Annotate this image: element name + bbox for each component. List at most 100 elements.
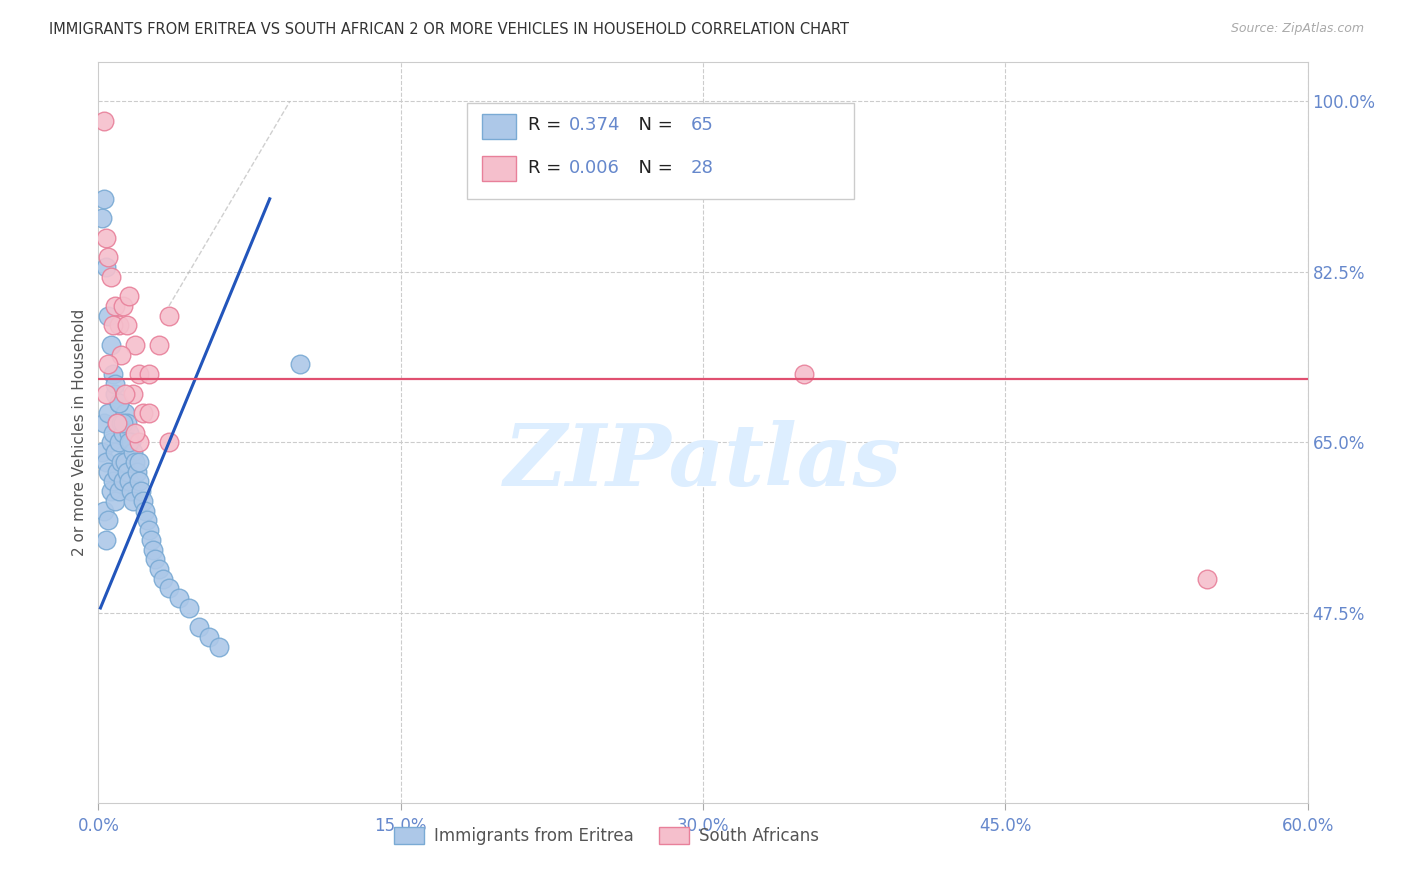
Point bbox=[129, 484, 152, 499]
Point bbox=[93, 192, 115, 206]
Point bbox=[188, 620, 211, 634]
Point bbox=[100, 269, 122, 284]
Point bbox=[152, 572, 174, 586]
Point bbox=[124, 425, 146, 440]
Point bbox=[167, 591, 190, 606]
Text: IMMIGRANTS FROM ERITREA VS SOUTH AFRICAN 2 OR MORE VEHICLES IN HOUSEHOLD CORRELA: IMMIGRANTS FROM ERITREA VS SOUTH AFRICAN… bbox=[49, 22, 849, 37]
Point bbox=[139, 533, 162, 547]
Point bbox=[114, 386, 136, 401]
Point bbox=[118, 289, 141, 303]
Point bbox=[96, 386, 118, 401]
Point bbox=[148, 562, 170, 576]
Point bbox=[179, 601, 201, 615]
Point bbox=[96, 455, 118, 469]
Point bbox=[124, 338, 146, 352]
Point bbox=[96, 260, 118, 274]
Point bbox=[107, 396, 129, 410]
Point bbox=[118, 425, 141, 440]
Point bbox=[157, 435, 180, 450]
Point bbox=[103, 445, 125, 459]
Point bbox=[128, 367, 150, 381]
Point bbox=[105, 465, 128, 479]
Point bbox=[114, 455, 136, 469]
Point bbox=[1195, 572, 1218, 586]
Point bbox=[103, 299, 125, 313]
Text: 0.374: 0.374 bbox=[569, 116, 620, 135]
Point bbox=[93, 416, 115, 430]
Point bbox=[97, 250, 120, 264]
Point bbox=[97, 465, 120, 479]
Point bbox=[93, 114, 115, 128]
Point bbox=[97, 406, 120, 420]
Point bbox=[96, 533, 118, 547]
Point bbox=[103, 386, 125, 401]
FancyBboxPatch shape bbox=[467, 103, 855, 200]
Text: 0.006: 0.006 bbox=[569, 160, 620, 178]
Point bbox=[100, 435, 122, 450]
Point bbox=[107, 484, 129, 499]
Point bbox=[128, 435, 150, 450]
Point bbox=[111, 299, 134, 313]
Point bbox=[138, 367, 160, 381]
Point bbox=[157, 582, 180, 596]
Point bbox=[132, 493, 155, 508]
Point bbox=[107, 435, 129, 450]
Text: R =: R = bbox=[527, 116, 567, 135]
Point bbox=[101, 318, 124, 333]
Point bbox=[128, 475, 150, 489]
Point bbox=[121, 493, 143, 508]
Point bbox=[105, 416, 128, 430]
Legend: Immigrants from Eritrea, South Africans: Immigrants from Eritrea, South Africans bbox=[385, 819, 827, 854]
Point bbox=[97, 513, 120, 527]
Text: 65: 65 bbox=[690, 116, 714, 135]
Point bbox=[110, 455, 132, 469]
Point bbox=[96, 231, 118, 245]
Point bbox=[101, 367, 124, 381]
Point bbox=[107, 396, 129, 410]
Point bbox=[120, 435, 142, 450]
Point bbox=[120, 484, 142, 499]
Point bbox=[101, 425, 124, 440]
Point bbox=[208, 640, 231, 654]
Point bbox=[121, 445, 143, 459]
Text: R =: R = bbox=[527, 160, 567, 178]
Point bbox=[111, 425, 134, 440]
Point bbox=[111, 475, 134, 489]
Point bbox=[115, 416, 138, 430]
Point bbox=[110, 348, 132, 362]
Point bbox=[138, 406, 160, 420]
Text: ZIPatlas: ZIPatlas bbox=[503, 420, 903, 504]
Point bbox=[103, 493, 125, 508]
Point bbox=[288, 358, 311, 372]
Point bbox=[125, 465, 148, 479]
Point bbox=[91, 445, 114, 459]
Point bbox=[93, 503, 115, 517]
Point bbox=[118, 435, 141, 450]
Point bbox=[138, 523, 160, 537]
Point bbox=[100, 484, 122, 499]
Text: N =: N = bbox=[627, 116, 678, 135]
Point bbox=[793, 367, 815, 381]
Point bbox=[111, 416, 134, 430]
Text: Source: ZipAtlas.com: Source: ZipAtlas.com bbox=[1230, 22, 1364, 36]
Point bbox=[115, 318, 138, 333]
Point bbox=[198, 630, 221, 644]
Point bbox=[134, 503, 156, 517]
Point bbox=[128, 455, 150, 469]
Point bbox=[118, 475, 141, 489]
Point bbox=[114, 406, 136, 420]
Point bbox=[107, 318, 129, 333]
Point bbox=[91, 211, 114, 226]
Point bbox=[124, 455, 146, 469]
Point bbox=[142, 542, 165, 557]
Point bbox=[97, 358, 120, 372]
Point bbox=[135, 513, 157, 527]
Point bbox=[132, 406, 155, 420]
Point bbox=[143, 552, 166, 566]
Point bbox=[110, 416, 132, 430]
Point bbox=[100, 338, 122, 352]
Point bbox=[121, 386, 143, 401]
Point bbox=[105, 416, 128, 430]
Y-axis label: 2 or more Vehicles in Household: 2 or more Vehicles in Household bbox=[72, 309, 87, 557]
Point bbox=[115, 465, 138, 479]
